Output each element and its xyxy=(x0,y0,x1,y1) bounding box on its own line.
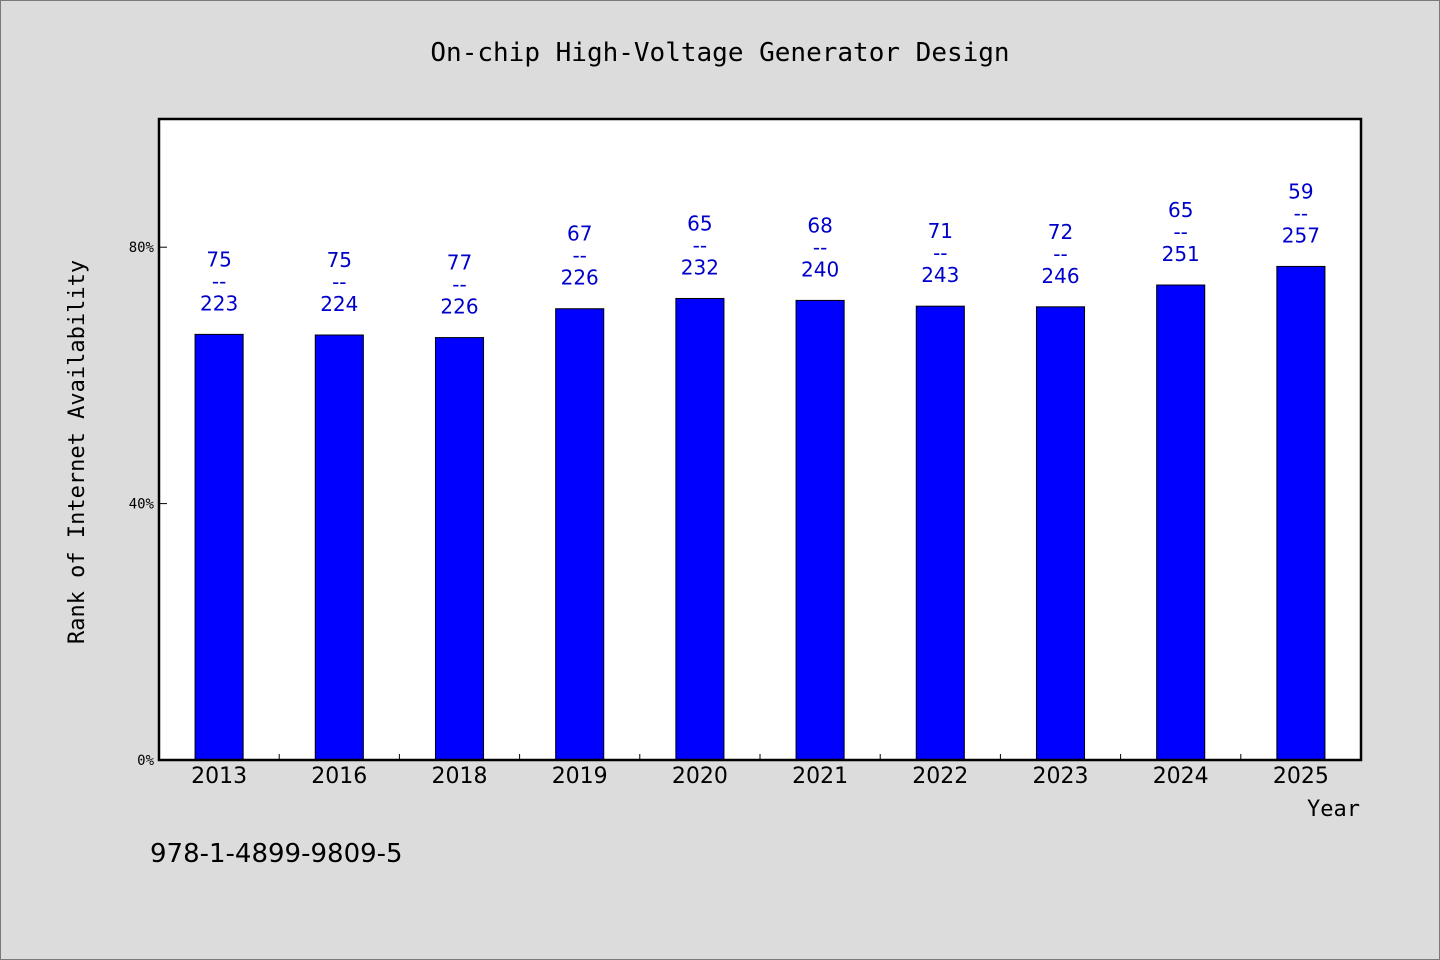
bar-2024 xyxy=(1156,284,1206,761)
bar-2016 xyxy=(314,334,364,761)
bar-2019 xyxy=(555,308,605,761)
plot-border xyxy=(157,117,1363,762)
x-tick-label-2021: 2021 xyxy=(792,764,848,789)
data-label-2021-top: 68 xyxy=(807,213,832,237)
data-label-2020-sep: -- xyxy=(693,233,707,257)
bar-2022 xyxy=(915,305,965,761)
data-label-2023-bottom: 246 xyxy=(1041,264,1079,288)
x-tick-label-2023: 2023 xyxy=(1033,764,1089,789)
bar-2013 xyxy=(194,333,244,761)
x-tick-label-2016: 2016 xyxy=(311,764,367,789)
data-label-2018-bottom: 226 xyxy=(440,295,478,319)
data-label-2013-top: 75 xyxy=(206,247,231,271)
data-label-2025-sep: -- xyxy=(1294,201,1308,225)
x-tick-label-2025: 2025 xyxy=(1273,764,1329,789)
data-label-2024-bottom: 251 xyxy=(1162,242,1200,266)
data-label-2021-sep: -- xyxy=(813,235,827,259)
y-tick-label: 80% xyxy=(129,240,155,256)
data-label-2022-bottom: 243 xyxy=(921,263,959,287)
x-axis: 2013 2016 2018 2019 2020 2021 2022 2023 2024 2025 xyxy=(191,754,1329,789)
data-label-2024-top: 65 xyxy=(1168,198,1193,222)
data-label-2021-bottom: 240 xyxy=(801,257,839,281)
data-label-2022-sep: -- xyxy=(933,241,947,265)
y-axis: 0% 40% 80% xyxy=(129,240,167,769)
data-label-2020-bottom: 232 xyxy=(681,255,719,279)
data-label-2016-bottom: 224 xyxy=(320,292,358,316)
data-label-2020-top: 65 xyxy=(687,211,712,235)
data-label-2024-sep: -- xyxy=(1173,220,1187,244)
data-label-2023-sep: -- xyxy=(1053,242,1067,266)
bar-2025 xyxy=(1276,265,1326,761)
y-axis-label: Rank of Internet Availability xyxy=(65,260,90,644)
bar-2018 xyxy=(434,337,485,761)
data-label-2018-top: 77 xyxy=(447,251,472,275)
x-tick-label-2019: 2019 xyxy=(552,764,608,789)
data-label-2019-sep: -- xyxy=(572,244,586,268)
bar-2020 xyxy=(675,297,725,761)
data-label-2016-sep: -- xyxy=(332,270,346,294)
data-label-2018-sep: -- xyxy=(452,273,466,297)
data-label-2013-bottom: 223 xyxy=(200,291,238,315)
data-label-2019-bottom: 226 xyxy=(561,266,599,290)
x-tick-label-2013: 2013 xyxy=(191,764,247,789)
x-tick-label-2022: 2022 xyxy=(912,764,968,789)
chart-title: On-chip High-Voltage Generator Design xyxy=(430,38,1009,68)
x-tick-label-2018: 2018 xyxy=(432,764,488,789)
bar-2023 xyxy=(1035,306,1086,761)
data-label-2013-sep: -- xyxy=(212,269,226,293)
bar-2021 xyxy=(795,299,845,761)
isbn-footer: 978-1-4899-9809-5 xyxy=(150,839,403,869)
data-label-2023-top: 72 xyxy=(1048,220,1073,244)
data-label-2022-top: 71 xyxy=(928,219,953,243)
y-tick-label: 0% xyxy=(137,753,154,769)
data-label-2016-top: 75 xyxy=(327,248,352,272)
x-tick-label-2020: 2020 xyxy=(672,764,728,789)
y-tick-label: 40% xyxy=(129,497,155,513)
data-labels-group: 75--22375--22477--22667--22665--23268--2… xyxy=(200,179,1320,318)
data-label-2025-bottom: 257 xyxy=(1282,223,1320,247)
bars-group xyxy=(194,265,1326,761)
data-label-2019-top: 67 xyxy=(567,222,592,246)
x-tick-label-2024: 2024 xyxy=(1153,764,1209,789)
x-axis-label: Year xyxy=(1307,797,1360,822)
data-label-2025-top: 59 xyxy=(1288,179,1313,203)
